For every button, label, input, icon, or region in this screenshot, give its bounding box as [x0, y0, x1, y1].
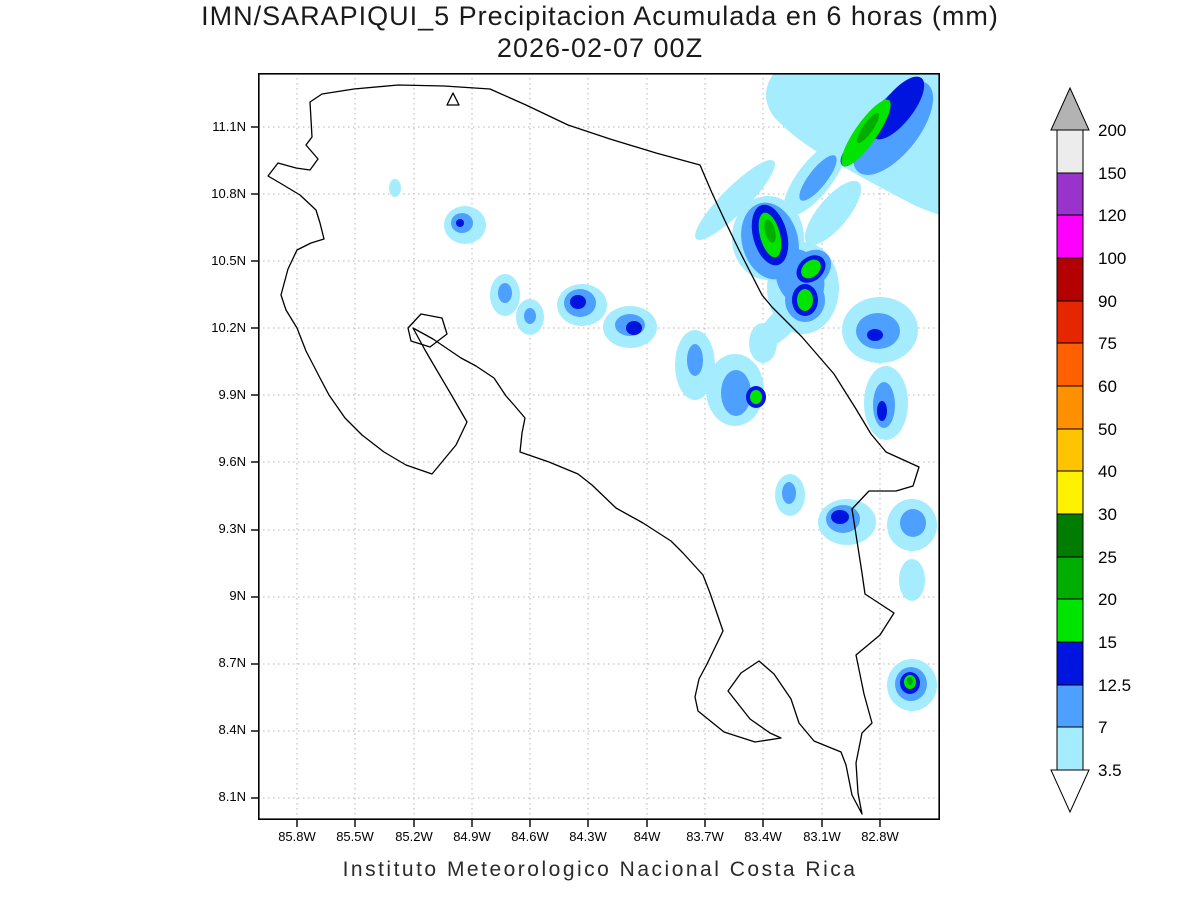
lat-tick-label: 10.2N	[211, 320, 246, 335]
lon-tick-label: 84.9W	[453, 829, 491, 844]
coastline-costa-rica	[267, 84, 920, 815]
map-plot	[251, 73, 941, 827]
colorbar-segment	[1056, 470, 1084, 515]
colorbar-segment	[1056, 214, 1084, 259]
lon-tick-label: 83.7W	[686, 829, 724, 844]
colorbar-segment	[1056, 684, 1084, 728]
lat-tick-label: 9N	[229, 588, 246, 603]
colorbar-label: 25	[1098, 548, 1117, 567]
lat-tick-label: 10.8N	[211, 186, 246, 201]
colorbar-segment	[1056, 129, 1084, 174]
colorbar-over-arrow-icon	[1050, 86, 1090, 131]
lon-tick-label: 84.6W	[511, 829, 549, 844]
colorbar: 200 150 120 100 90 75 60 50 40 30 25 20 …	[1050, 86, 1131, 814]
colorbar-segment	[1056, 172, 1084, 216]
lat-tick-label: 11.1N	[212, 119, 246, 134]
colorbar-label: 3.5	[1098, 761, 1122, 780]
colorbar-label: 90	[1098, 292, 1117, 311]
colorbar-label: 200	[1098, 121, 1126, 140]
colorbar-label: 30	[1098, 505, 1117, 524]
lon-tick-label: 84.3W	[569, 829, 607, 844]
colorbar-segment	[1056, 300, 1084, 344]
colorbar-label: 50	[1098, 420, 1117, 439]
lat-tick-label: 9.6N	[218, 454, 246, 469]
plot-frame	[258, 73, 941, 821]
colorbar-segment	[1056, 726, 1084, 771]
colorbar-label: 40	[1098, 462, 1117, 481]
lon-tick-label: 85.5W	[336, 829, 374, 844]
colorbar-segment	[1056, 428, 1084, 472]
lat-tick-label: 8.4N	[218, 722, 246, 737]
lat-tick-label: 10.5N	[211, 253, 246, 268]
lon-tick-label: 85.8W	[278, 829, 316, 844]
precip-layer-20mm	[764, 112, 913, 685]
colorbar-segment	[1056, 385, 1084, 430]
lon-tick-label: 83.4W	[744, 829, 782, 844]
colorbar-under-arrow-icon	[1050, 769, 1090, 814]
lon-tick-label: 82.8W	[861, 829, 899, 844]
lon-tick-label: 83.1W	[803, 829, 841, 844]
colorbar-label: 120	[1098, 206, 1126, 225]
colorbar-label: 100	[1098, 249, 1126, 268]
graticule-gridlines	[258, 73, 940, 820]
colorbar-segment	[1056, 342, 1084, 387]
colorbar-label: 12.5	[1098, 676, 1131, 695]
colorbar-segment	[1056, 513, 1084, 558]
colorbar-label: 7	[1098, 718, 1107, 737]
colorbar-label: 60	[1098, 377, 1117, 396]
colorbar-label: 15	[1098, 633, 1117, 652]
axis-tick-marks	[251, 126, 881, 827]
island-triangle-outline	[446, 92, 460, 106]
lat-tick-label: 9.9N	[218, 387, 246, 402]
lat-tick-label: 8.7N	[218, 655, 246, 670]
lat-tick-label: 9.3N	[218, 521, 246, 536]
lat-tick-label: 8.1N	[218, 789, 246, 804]
colorbar-label: 20	[1098, 590, 1117, 609]
colorbar-segment	[1056, 556, 1084, 600]
colorbar-label: 75	[1098, 334, 1117, 353]
title-block: IMN/SARAPIQUI_5 Precipitacion Acumulada …	[0, 1, 1200, 63]
lon-tick-label: 85.2W	[395, 829, 433, 844]
colorbar-segment	[1056, 257, 1084, 302]
map-title: IMN/SARAPIQUI_5 Precipitacion Acumulada …	[201, 1, 999, 31]
map-subtitle-datetime: 2026-02-07 00Z	[496, 32, 704, 63]
colorbar-label: 150	[1098, 164, 1126, 183]
lon-tick-label: 84W	[633, 829, 661, 844]
colorbar-segment	[1056, 641, 1084, 686]
island-chira-outline	[407, 313, 448, 348]
footer-caption: Instituto Meteorologico Nacional Costa R…	[342, 858, 858, 881]
colorbar-segment	[1056, 598, 1084, 643]
